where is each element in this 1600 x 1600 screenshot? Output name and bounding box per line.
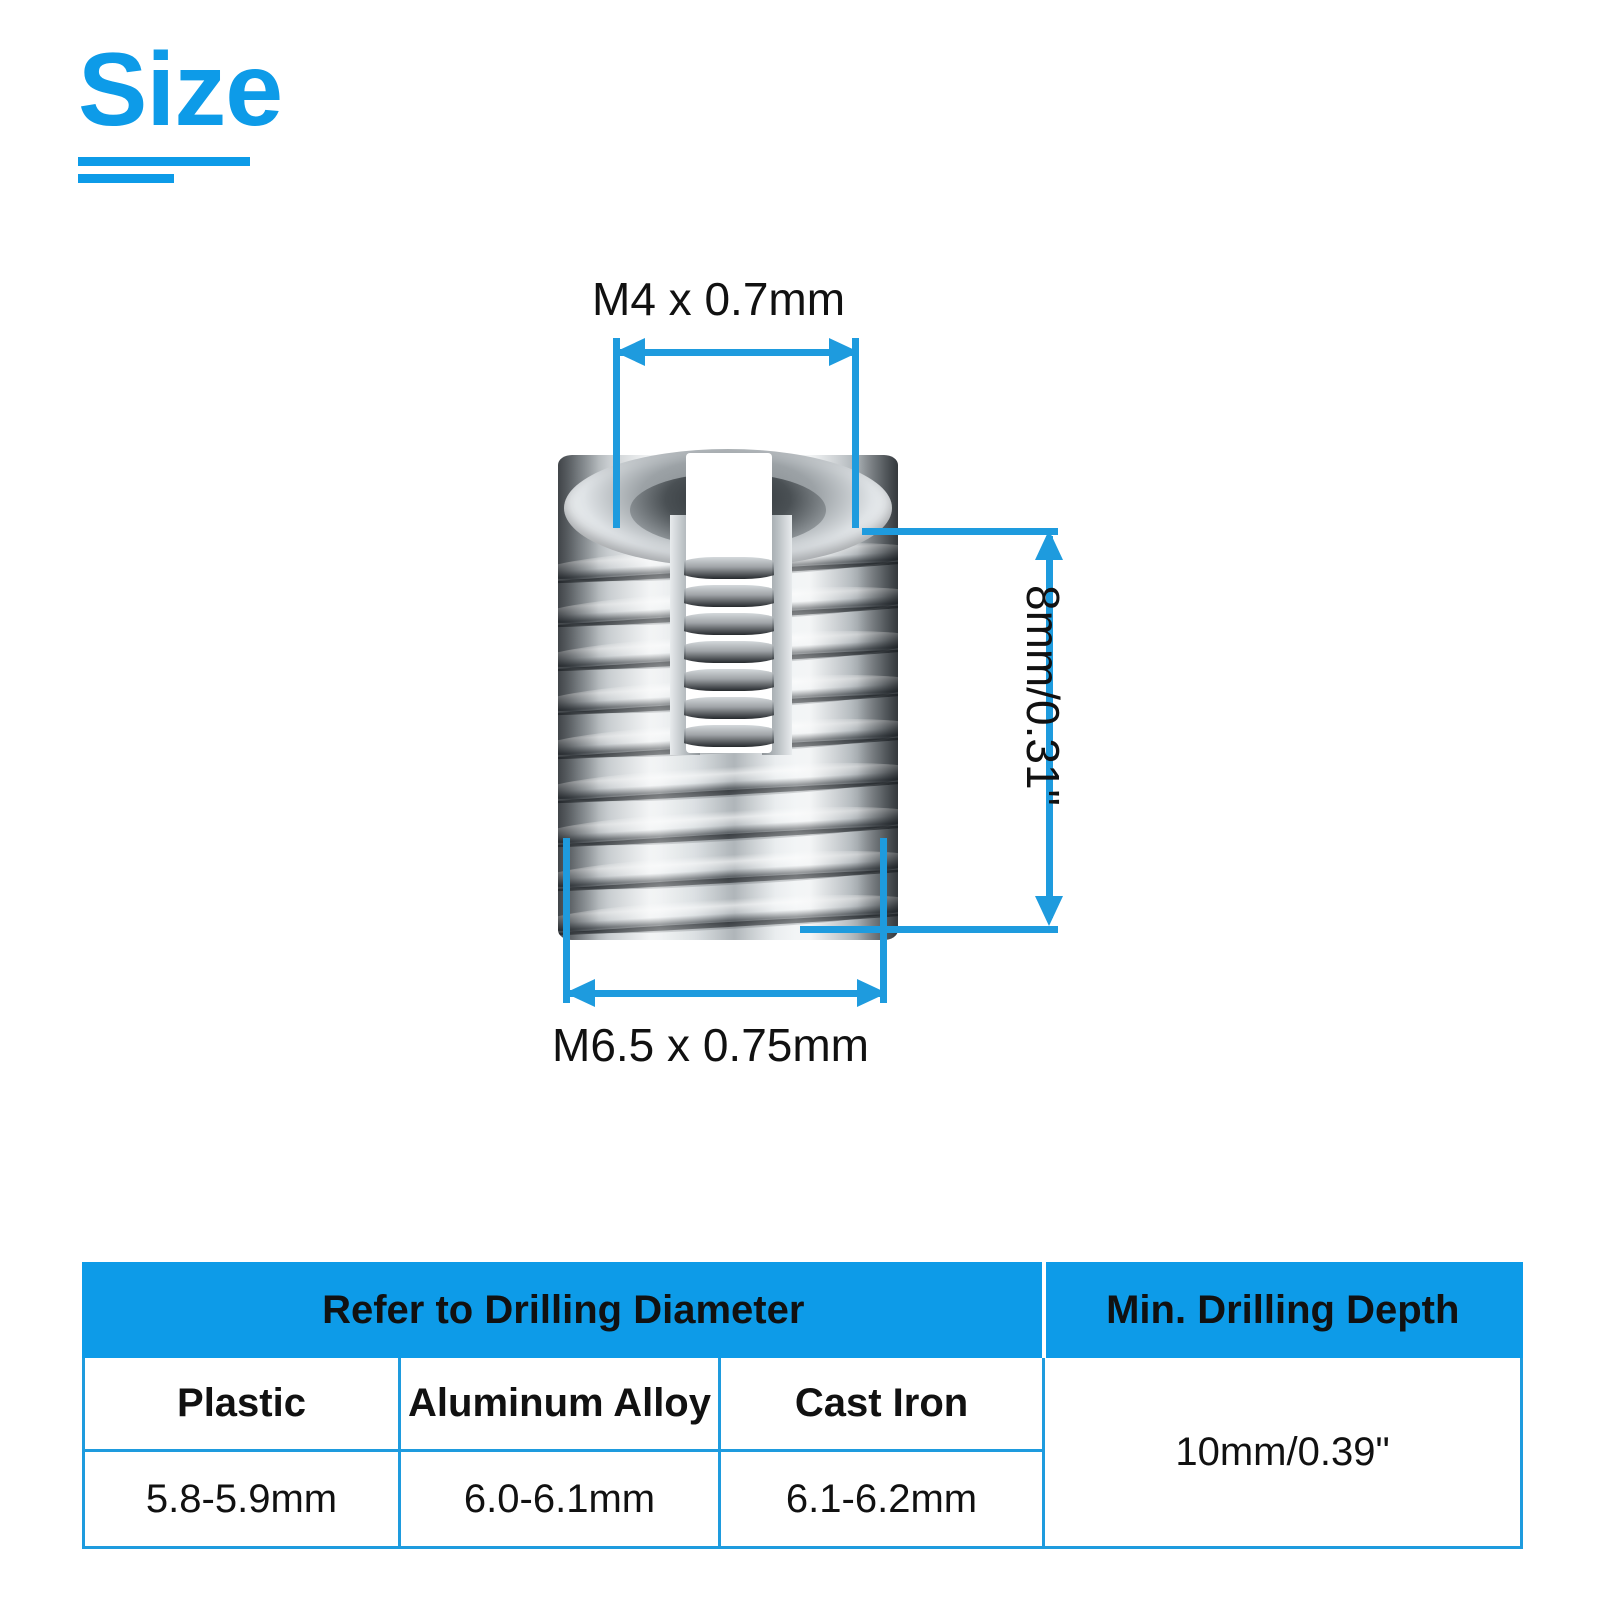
title-underline-long — [78, 157, 250, 167]
arrow-outer-left — [565, 979, 595, 1007]
insert-internal-threads — [684, 551, 774, 751]
arrow-length-top — [1035, 530, 1063, 560]
subheader-plastic: Plastic — [82, 1355, 401, 1452]
page-header: Size — [78, 32, 478, 184]
leader-line-bottom — [800, 926, 1058, 933]
extension-line-inner-right — [852, 338, 859, 528]
page-title: Size — [78, 32, 283, 148]
header-drilling-diameter: Refer to Drilling Diameter — [81, 1262, 1046, 1358]
header-drilling-depth: Min. Drilling Depth — [1041, 1262, 1524, 1358]
threaded-insert-image — [558, 449, 898, 940]
extension-line-inner-left — [613, 338, 620, 528]
dimension-line-inner — [620, 349, 852, 356]
specification-table: Refer to Drilling Diameter Min. Drilling… — [81, 1262, 1524, 1549]
value-aluminum-diameter: 6.0-6.1mm — [398, 1449, 721, 1549]
leader-line-top — [862, 528, 1058, 535]
product-dimension-diagram: M4 x 0.7mm 8mm/0.31" M6.5 x 0.75mm — [0, 0, 1600, 1180]
subheader-cast-iron: Cast Iron — [717, 1355, 1046, 1452]
dimension-line-outer — [570, 990, 880, 997]
table-subheader-row: Plastic Aluminum Alloy Cast Iron 10mm/0.… — [82, 1355, 1524, 1549]
arrow-length-bottom — [1035, 896, 1063, 926]
value-cast-iron-diameter: 6.1-6.2mm — [717, 1449, 1046, 1549]
extension-line-outer-right — [880, 838, 887, 1003]
length-dimension-label: 8mm/0.31" — [1017, 585, 1069, 806]
value-min-drilling-depth: 10mm/0.39" — [1042, 1355, 1524, 1549]
value-plastic-diameter: 5.8-5.9mm — [82, 1449, 401, 1549]
table-header-row: Refer to Drilling Diameter Min. Drilling… — [81, 1262, 1524, 1358]
arrow-inner-right — [829, 338, 859, 366]
inner-thread-dimension-label: M4 x 0.7mm — [592, 273, 846, 325]
dimension-line-length — [1046, 536, 1053, 918]
subheader-aluminum-alloy: Aluminum Alloy — [398, 1355, 721, 1452]
title-underline-short — [78, 174, 174, 184]
arrow-outer-right — [857, 979, 887, 1007]
arrow-inner-left — [615, 338, 645, 366]
outer-thread-dimension-label: M6.5 x 0.75mm — [552, 1019, 869, 1071]
extension-line-outer-left — [563, 838, 570, 1003]
table-data-row: 5.8-5.9mm 6.0-6.1mm 6.1-6.2mm — [82, 1449, 1522, 1549]
